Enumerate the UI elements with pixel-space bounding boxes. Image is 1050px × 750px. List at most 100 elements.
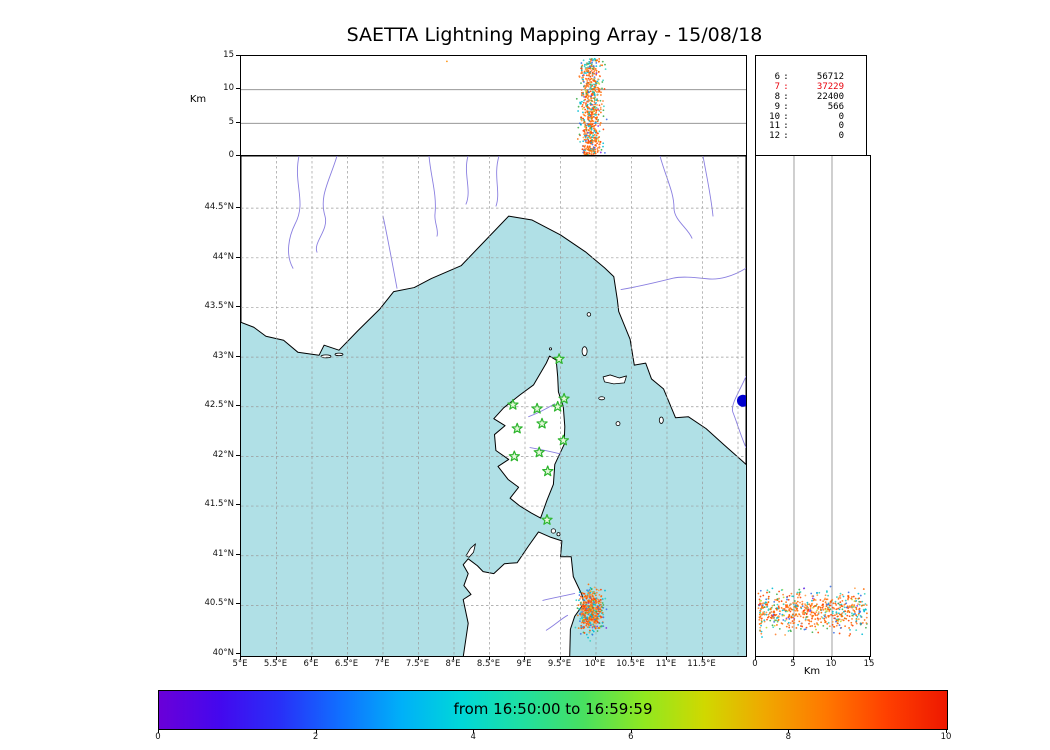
- colorbar-tick-label: 6: [628, 732, 634, 742]
- rivers: [288, 156, 746, 631]
- colorbar-tick-label: 4: [470, 732, 476, 742]
- station-star-marker: [552, 400, 564, 412]
- station-star-marker: [536, 417, 548, 429]
- station-star-marker: [558, 392, 570, 404]
- river: [545, 614, 569, 631]
- blue-edge-marker: [736, 394, 746, 407]
- lat-tick-label: 44.5°N: [204, 202, 234, 213]
- lon-tick-label: 9.5°E: [547, 659, 572, 669]
- lat-tick: [236, 653, 240, 655]
- altitude-axis-label-bottom: Km: [803, 666, 821, 677]
- stats-rows: 6:56712 7:37229 8:22400 9:566 10:0 11:0 12:0: [756, 56, 866, 142]
- altitude-axis-label: Km: [189, 94, 207, 105]
- colorbar-tick: [473, 729, 475, 733]
- station-star-marker: [531, 402, 543, 414]
- lon-tick: [630, 656, 632, 660]
- river: [465, 156, 469, 205]
- lat-tick: [236, 553, 240, 555]
- station-star-marker: [533, 446, 545, 458]
- colorbar-tick: [788, 729, 790, 733]
- lightning-scatter-map: [574, 583, 608, 642]
- lat-tick-label: 40°N: [212, 648, 234, 659]
- lat-tick: [236, 355, 240, 357]
- altitude-tick: [831, 656, 832, 660]
- lat-tick: [236, 504, 240, 506]
- colorbar-tick: [158, 729, 159, 733]
- small-islands: [320, 312, 664, 558]
- mainland-coast: [241, 156, 746, 465]
- altitude-tick: [236, 121, 240, 123]
- altitude-tick: [869, 656, 870, 660]
- station-star-marker: [542, 465, 554, 477]
- asinara-island: [465, 543, 476, 558]
- stats-row: 10:0: [769, 111, 844, 122]
- lon-tick-label: 8°E: [445, 659, 461, 669]
- lon-tick-label: 6°E: [303, 659, 319, 669]
- pianosa-island: [598, 396, 606, 401]
- colorbar-tick: [315, 729, 317, 733]
- altitude-tick: [793, 656, 794, 660]
- stats-row: 8:22400: [774, 91, 844, 102]
- lat-tick-label: 41.5°N: [204, 499, 234, 510]
- gorgona-island: [586, 312, 592, 317]
- levant-island: [334, 352, 344, 357]
- lon-tick-label: 5.5°E: [263, 659, 288, 669]
- colorbar-time-label: from 16:50:00 to 16:59:59: [453, 700, 653, 718]
- lon-tick: [666, 656, 667, 660]
- lon-tick: [240, 656, 241, 660]
- colorbar-tick: [946, 729, 947, 733]
- river: [659, 156, 693, 239]
- colorbar-tick-label: 0: [155, 732, 161, 742]
- lat-tick-label: 44°N: [212, 251, 234, 262]
- lon-tick-label: 11.5°E: [687, 659, 716, 669]
- lon-tick-label: 7.5°E: [405, 659, 430, 669]
- station-count-stats-panel: 6:56712 7:37229 8:22400 9:566 10:0 11:0 12:0: [755, 55, 867, 158]
- lon-tick: [701, 656, 703, 660]
- lon-tick: [453, 656, 454, 660]
- river: [288, 156, 301, 269]
- maddalena-island: [550, 528, 556, 534]
- station-star-marker: [541, 514, 553, 525]
- right-panel-gridlines: [793, 156, 833, 656]
- lon-tick: [346, 656, 348, 660]
- river: [702, 156, 714, 217]
- caprera-island: [556, 532, 561, 537]
- elba-island: [602, 374, 627, 385]
- montecristo-island: [615, 421, 621, 427]
- altitude-tick: [236, 88, 240, 90]
- stats-row: 7:37229: [774, 81, 844, 92]
- altitude-tick-label: 5: [790, 659, 796, 669]
- lat-tick: [236, 454, 240, 456]
- lon-tick-label: 10.5°E: [616, 659, 645, 669]
- lon-tick: [595, 656, 596, 660]
- altitude-longitude-plot: [241, 57, 746, 156]
- giglio-island: [658, 416, 664, 424]
- top-panel-gridlines: [241, 89, 746, 124]
- river: [382, 215, 398, 289]
- lat-tick: [236, 256, 240, 258]
- altitude-longitude-panel: [240, 55, 747, 158]
- stats-row: 9:566: [774, 101, 844, 112]
- colorbar: from 16:50:00 to 16:59:59: [158, 690, 948, 730]
- lat-tick-label: 43.5°N: [204, 301, 234, 312]
- capraia-island: [581, 346, 588, 357]
- figure-title: SAETTA Lightning Mapping Array - 15/08/1…: [346, 24, 763, 46]
- colorbar-tick-label: 8: [785, 732, 792, 742]
- altitude-tick-label: 10: [825, 659, 837, 669]
- altitude-tick-label: 15: [223, 50, 234, 60]
- lon-tick: [417, 656, 419, 660]
- colorbar-tick: [630, 729, 632, 733]
- lat-tick-label: 40.5°N: [204, 598, 234, 609]
- lon-tick-label: 9°E: [516, 659, 532, 669]
- river: [731, 375, 746, 449]
- station-star-marker: [511, 422, 523, 434]
- altitude-tick-label: 10: [223, 83, 234, 94]
- river: [542, 593, 576, 601]
- river: [529, 447, 562, 455]
- river: [315, 156, 338, 253]
- altitude-latitude-plot: [757, 156, 868, 656]
- porquerolles-island: [320, 354, 332, 359]
- lat-tick: [236, 306, 240, 308]
- lon-tick: [311, 656, 312, 660]
- lon-tick-label: 5°E: [232, 659, 248, 669]
